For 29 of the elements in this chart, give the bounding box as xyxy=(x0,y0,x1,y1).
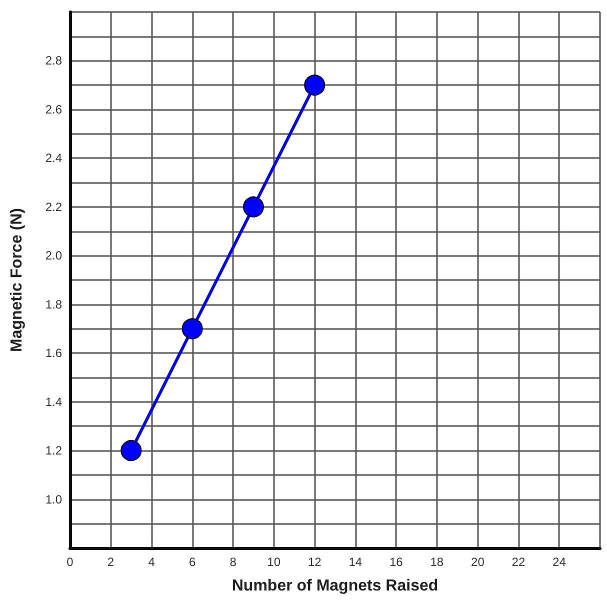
x-axis-title: Number of Magnets Raised xyxy=(232,578,438,594)
x-tick-label: 22 xyxy=(512,555,526,569)
y-tick-label: 1.2 xyxy=(45,444,62,458)
x-tick-label: 12 xyxy=(308,555,322,569)
x-tick-label: 24 xyxy=(552,555,566,569)
y-tick-label: 2.4 xyxy=(45,151,62,166)
x-tick-label: 20 xyxy=(471,555,485,569)
point xyxy=(304,74,326,96)
y-tick-label: 2.6 xyxy=(45,102,62,116)
y-tick-label: 2.8 xyxy=(45,54,62,68)
x-tick-label: 6 xyxy=(188,555,196,569)
x-tick-label: 16 xyxy=(389,555,404,569)
y-tick-label: 2.2 xyxy=(45,200,62,214)
x-tick-label: 10 xyxy=(267,555,281,569)
y-tick-label: 1.8 xyxy=(45,297,62,312)
point xyxy=(182,318,203,340)
y-tick-label: 1.0 xyxy=(45,492,62,506)
point xyxy=(120,440,142,462)
x-tick-label: 18 xyxy=(430,555,444,569)
x-tick-label: 8 xyxy=(230,555,237,569)
x-tick-label: 0 xyxy=(66,555,74,569)
x-tick-label: 4 xyxy=(148,555,156,569)
x-tick-label: 2 xyxy=(107,555,114,569)
y-tick-label: 1.6 xyxy=(45,346,62,360)
y-axis-title: Magnetic Force (N) xyxy=(8,208,26,352)
x-tick-label: 14 xyxy=(348,555,362,569)
y-tick-label: 1.4 xyxy=(45,394,62,409)
point xyxy=(242,196,264,218)
y-tick-label: 2.0 xyxy=(45,248,62,263)
